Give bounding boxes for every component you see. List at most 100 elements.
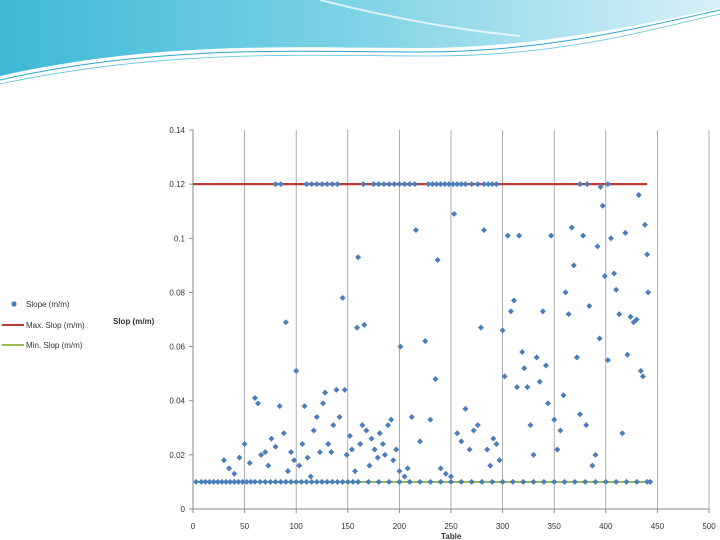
- slope-point: [325, 441, 332, 448]
- slope-point: [393, 446, 400, 453]
- slope-point: [218, 478, 225, 485]
- slope-point: [210, 478, 217, 485]
- slope-point: [406, 478, 413, 485]
- slope-point: [441, 181, 448, 188]
- slope-point: [551, 478, 558, 485]
- slope-point: [548, 232, 555, 239]
- slope-point: [330, 422, 337, 429]
- slope-point: [468, 478, 475, 485]
- slope-point: [299, 441, 306, 448]
- slope-point: [304, 454, 311, 461]
- slope-point: [601, 273, 608, 280]
- slope-point: [635, 191, 642, 198]
- slope-point: [386, 181, 393, 188]
- slope-point: [582, 478, 589, 485]
- slope-point: [613, 286, 620, 293]
- slope-point: [468, 181, 475, 188]
- slope-point: [551, 416, 558, 423]
- slope-point: [333, 386, 340, 393]
- slope-point: [448, 478, 454, 485]
- slope-point: [607, 235, 614, 242]
- y-tick-labels: 0 0.02 0.04 0.06 0.08 0.1 0.12 0.14: [169, 126, 185, 514]
- slope-point: [454, 430, 461, 437]
- slope-point: [313, 181, 320, 188]
- slope-point: [580, 232, 587, 239]
- slope-point: [489, 478, 496, 485]
- x-tick-label: 400: [599, 522, 613, 531]
- slope-point: [633, 478, 640, 485]
- x-tick-label: 0: [191, 522, 196, 531]
- slope-point: [487, 462, 494, 469]
- slope-point: [246, 459, 253, 466]
- slope-point: [592, 478, 599, 485]
- slope-point: [647, 478, 654, 485]
- y-tick-label: 0.04: [169, 397, 185, 406]
- slope-point: [594, 243, 601, 250]
- slope-point: [214, 478, 221, 485]
- slope-point: [478, 478, 485, 485]
- slope-point: [344, 478, 351, 485]
- slope-point: [380, 181, 387, 188]
- y-tick-label: 0: [181, 505, 186, 514]
- slope-point: [386, 478, 393, 485]
- slope-point: [374, 454, 381, 461]
- slope-point: [596, 335, 603, 342]
- slope-point: [565, 311, 572, 318]
- slope-point: [493, 181, 500, 188]
- slope-point: [341, 386, 348, 393]
- slope-point: [223, 478, 230, 485]
- slope-point: [501, 373, 508, 380]
- slope-point: [642, 221, 649, 228]
- slope-point: [624, 351, 631, 358]
- slope-point: [481, 181, 488, 188]
- slope-point: [623, 478, 630, 485]
- slope-point: [352, 468, 359, 475]
- x-tick-label: 50: [240, 522, 249, 531]
- slope-point: [451, 210, 458, 217]
- slope-point: [316, 449, 323, 456]
- slope-point: [524, 384, 531, 391]
- slope-point: [243, 478, 250, 485]
- slope-point: [432, 376, 439, 383]
- slope-point: [429, 181, 436, 188]
- slope-point: [613, 478, 620, 485]
- slope-point: [336, 413, 343, 420]
- vertical-gridlines: [244, 130, 710, 509]
- chart-axes: [189, 129, 710, 513]
- slope-point: [530, 478, 537, 485]
- slope-point: [433, 181, 440, 188]
- slope-point: [251, 395, 258, 402]
- slope-point: [520, 478, 527, 485]
- slope-point: [202, 478, 209, 485]
- slope-point: [388, 416, 395, 423]
- x-tick-label: 350: [548, 522, 562, 531]
- slope-point: [539, 308, 546, 315]
- slope-point: [427, 416, 434, 423]
- slope-point: [434, 256, 441, 263]
- y-tick-label: 0.12: [169, 180, 185, 189]
- slope-point: [291, 457, 298, 464]
- slope-point: [516, 232, 523, 239]
- slope-point: [328, 449, 335, 456]
- slope-point: [557, 427, 564, 434]
- slope-point: [448, 473, 454, 480]
- slope-point: [193, 478, 200, 485]
- slope-point: [616, 311, 623, 318]
- slope-point: [466, 446, 473, 453]
- slope-point: [427, 478, 434, 485]
- y-axis-label: Slop (m/m): [113, 317, 155, 326]
- slope-point: [633, 316, 640, 323]
- slope-point: [226, 465, 233, 472]
- slope-point: [339, 478, 346, 485]
- slope-point: [458, 438, 465, 445]
- slope-point: [320, 400, 327, 407]
- slope-point: [390, 457, 397, 464]
- slope-point: [401, 181, 408, 188]
- slope-point: [584, 181, 591, 188]
- slope-point: [288, 478, 295, 485]
- slope-point: [319, 181, 325, 188]
- x-tick-label: 100: [290, 522, 304, 531]
- slope-point: [458, 478, 465, 485]
- slope-point: [319, 478, 325, 485]
- slope-point: [360, 181, 367, 188]
